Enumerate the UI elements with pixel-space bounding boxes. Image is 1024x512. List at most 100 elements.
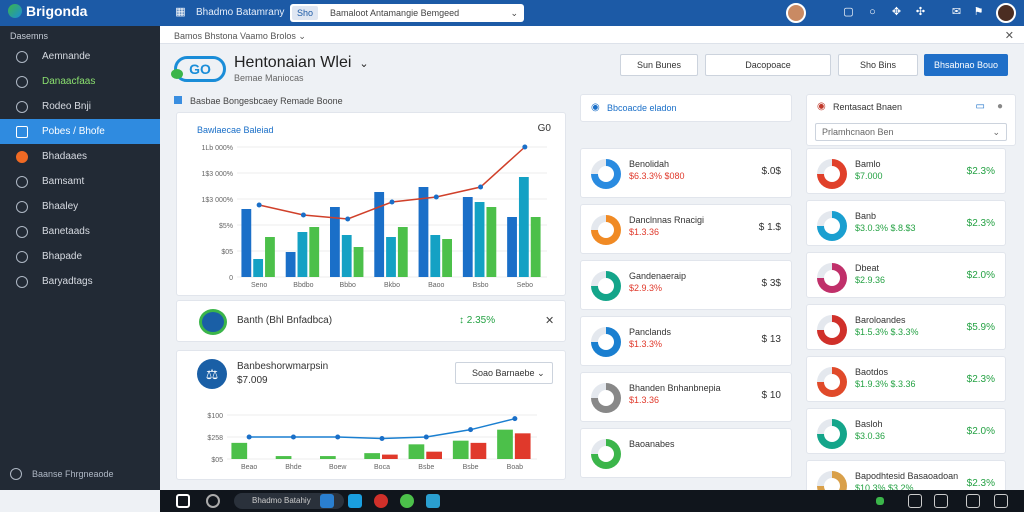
bar[interactable]	[462, 197, 473, 277]
chevron-down-icon[interactable]: ⌄	[359, 58, 369, 70]
avatar[interactable]	[786, 3, 806, 23]
sidebar-item-10[interactable]: Baryadtags	[0, 269, 160, 294]
bar[interactable]	[275, 456, 292, 459]
line-point[interactable]	[468, 427, 474, 433]
taskbar-search[interactable]: Bhadmo Batahiy	[234, 493, 344, 509]
flag-icon[interactable]: ⚑	[973, 6, 984, 18]
chart1-badge[interactable]: G0	[537, 123, 551, 134]
stat-card[interactable]: Gandenaeraip $2.9.3% $ 3$	[580, 260, 792, 310]
line-point[interactable]	[246, 434, 252, 440]
line-point[interactable]	[478, 184, 484, 190]
bar[interactable]	[408, 444, 425, 459]
bar[interactable]	[507, 217, 517, 277]
line-point[interactable]	[345, 216, 351, 222]
bar[interactable]	[442, 239, 452, 277]
header-button-2[interactable]: Sho Bins	[838, 54, 918, 76]
line-point[interactable]	[433, 194, 439, 200]
settings-icon[interactable]: ✣	[915, 6, 926, 18]
sidebar-item-6[interactable]: Bamsamt	[0, 169, 160, 194]
files-icon[interactable]	[320, 494, 334, 508]
bar[interactable]	[320, 456, 336, 459]
sidebar-item-5[interactable]: Bhadaaes	[0, 144, 160, 169]
header-button-1[interactable]: Sun Bunes	[620, 54, 698, 76]
move-icon[interactable]: ✥	[891, 6, 902, 18]
breadcrumb-text[interactable]: Bamos Bhstona Vaamo Brolos	[174, 31, 296, 41]
bar[interactable]	[309, 227, 320, 277]
line-point[interactable]	[512, 416, 518, 422]
bar[interactable]	[253, 259, 264, 277]
bar[interactable]	[382, 454, 398, 459]
sidebar-footer[interactable]: Baanse Fhrgneaode	[10, 468, 114, 480]
mail-icon[interactable]	[426, 494, 440, 508]
bar[interactable]	[285, 252, 296, 277]
stat-card[interactable]: Banb $3.0.3% $.8.$3 $2.3%	[806, 200, 1006, 246]
sidebar-item-8[interactable]: Banetaads	[0, 219, 160, 244]
bar[interactable]	[231, 442, 248, 459]
user-avatar[interactable]	[996, 3, 1016, 23]
bar[interactable]	[518, 177, 529, 277]
lock-icon[interactable]: ▢	[843, 6, 854, 18]
stat-card[interactable]: Dbeat $2.9.36 $2.0%	[806, 252, 1006, 298]
line-point[interactable]	[335, 434, 341, 440]
line-point[interactable]	[389, 199, 395, 205]
stat-card[interactable]: Bamlo $7.000 $2.3%	[806, 148, 1006, 194]
circle-icon[interactable]: ○	[869, 6, 876, 18]
bar[interactable]	[386, 237, 396, 277]
stat-card[interactable]: Baroloandes $1.5.3% $.3.3% $5.9%	[806, 304, 1006, 350]
close-icon[interactable]: ✕	[545, 315, 555, 327]
browser-icon[interactable]	[374, 494, 388, 508]
page-title[interactable]: Hentonaian Wlei ⌄	[234, 54, 369, 71]
grid-icon[interactable]: ▦	[175, 6, 186, 18]
stat-card[interactable]: Bhanden Bnhanbnepia $1.3.36 $ 10	[580, 372, 792, 422]
sidebar-item-2[interactable]: Danaacfaas	[0, 69, 160, 94]
line-point[interactable]	[300, 212, 306, 218]
bar[interactable]	[486, 207, 497, 277]
close-icon[interactable]: ✕	[1004, 30, 1014, 42]
bar[interactable]	[364, 453, 380, 459]
bar[interactable]	[514, 433, 531, 459]
sidebar-item-7[interactable]: Bhaaley	[0, 194, 160, 219]
sidebar-item-3[interactable]: Rodeo Bnji	[0, 94, 160, 119]
line-point[interactable]	[290, 434, 296, 440]
store-icon[interactable]	[348, 494, 362, 508]
sidebar-item-9[interactable]: Bhapade	[0, 244, 160, 269]
bar[interactable]	[452, 440, 469, 459]
sidebar-item-1[interactable]: Aemnande	[0, 44, 160, 69]
search-icon[interactable]	[206, 494, 220, 508]
bar[interactable]	[474, 202, 485, 277]
notification-icon[interactable]: ✉	[951, 6, 962, 18]
bar[interactable]	[241, 209, 252, 277]
bar[interactable]	[426, 451, 442, 459]
bar[interactable]	[297, 232, 308, 277]
filter-input[interactable]: Prlamhcnaon Ben ⌄	[815, 123, 1007, 141]
bar[interactable]	[470, 442, 487, 459]
line-point[interactable]	[256, 202, 262, 208]
notification-icon[interactable]	[994, 494, 1008, 508]
bar[interactable]	[330, 207, 340, 277]
header-dropdown[interactable]: Dacopoace	[705, 54, 831, 76]
bar[interactable]	[418, 187, 429, 277]
bar[interactable]	[341, 235, 352, 277]
period-select[interactable]: Soao Barnaebe ⌄	[455, 362, 553, 384]
line-point[interactable]	[379, 435, 385, 441]
chrome-icon[interactable]	[400, 494, 414, 508]
search-tag[interactable]: Sho	[292, 6, 319, 20]
bar[interactable]	[397, 227, 408, 277]
sidebar-item-4[interactable]: Pobes / Bhofe	[0, 119, 160, 144]
stat-card[interactable]: Danclnnas Rnacigi $1.3.36 $ 1.$	[580, 204, 792, 254]
network-icon[interactable]	[908, 494, 922, 508]
bar[interactable]	[374, 192, 385, 277]
bar[interactable]	[530, 217, 541, 277]
bar[interactable]	[353, 247, 364, 277]
stat-card[interactable]: Baoanabes	[580, 428, 792, 478]
stat-card[interactable]: Benolidah $6.3.3% $080 $.0$	[580, 148, 792, 198]
start-icon[interactable]	[176, 494, 190, 508]
primary-button[interactable]: Bhsabnao Bouo	[924, 54, 1008, 76]
search-input[interactable]: Sho Bamaloot Antamangie Bemgeed ⌄	[290, 4, 524, 22]
bar[interactable]	[265, 237, 275, 277]
line-point[interactable]	[522, 144, 528, 150]
battery-icon[interactable]	[966, 494, 980, 508]
volume-icon[interactable]	[934, 494, 948, 508]
stat-card[interactable]: Baotdos $1.9.3% $.3.36 $2.3%	[806, 356, 1006, 402]
toggle-icon[interactable]: ▭	[975, 101, 985, 112]
